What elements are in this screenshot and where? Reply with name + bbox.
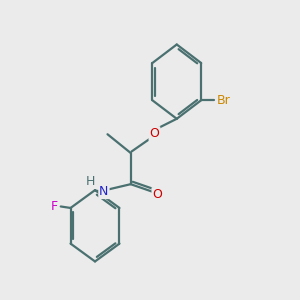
Text: Br: Br [217,94,230,107]
Text: O: O [152,188,162,201]
Text: N: N [99,185,109,198]
Text: F: F [51,200,58,213]
Text: H: H [86,175,95,188]
Text: O: O [149,127,159,140]
